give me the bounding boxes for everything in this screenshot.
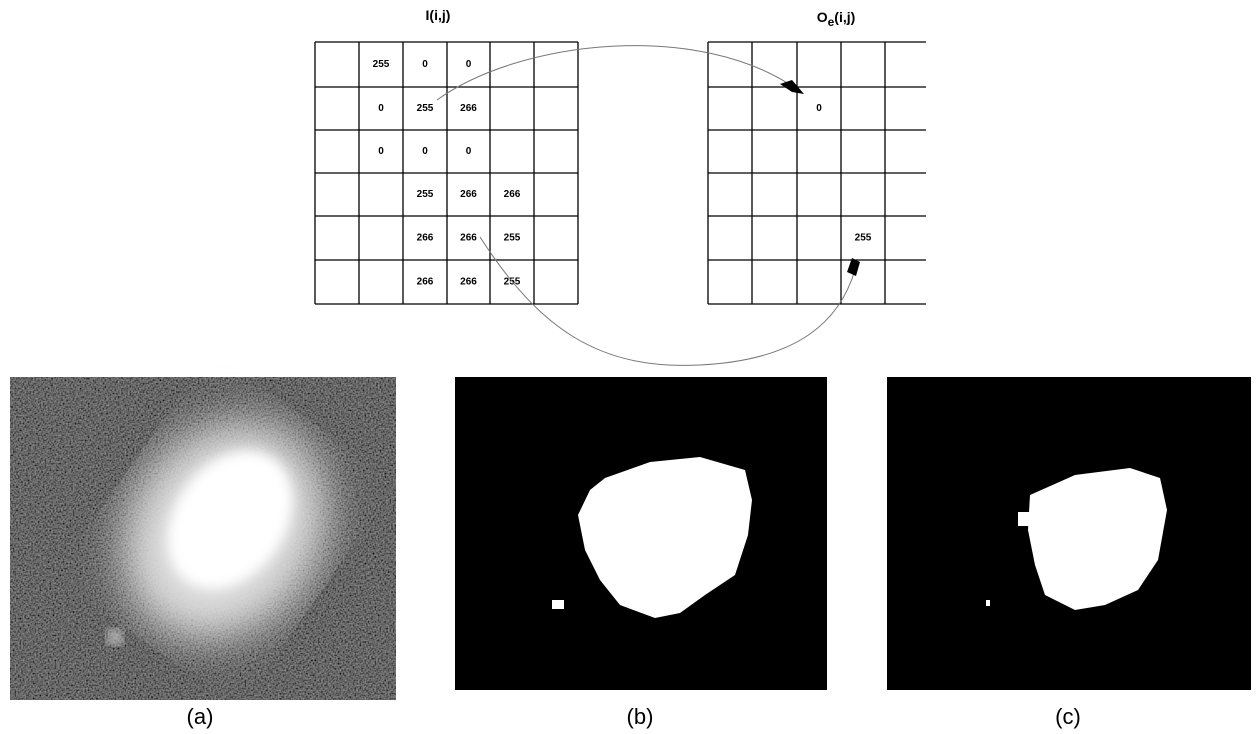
cell-value: 255: [373, 59, 390, 70]
caption: (a): [187, 704, 214, 729]
cell-value: 266: [417, 233, 434, 244]
input-grid-title: I(i,j): [426, 7, 451, 23]
blob-small: [986, 600, 990, 606]
cell-value: 255: [417, 103, 434, 114]
output-grid-title: Oe(i,j): [817, 9, 856, 29]
cell-value: 0: [422, 146, 428, 157]
cell-value: 266: [417, 277, 434, 288]
caption: (c): [1055, 704, 1081, 729]
cell-value: 266: [504, 189, 521, 200]
cell-value: 0: [816, 103, 822, 114]
mapping-arrow: [437, 46, 798, 100]
blob-small: [1018, 512, 1030, 526]
cell-value: 0: [378, 146, 384, 157]
cell-value: 0: [466, 59, 472, 70]
grids: 255 0 0 0 255 266 0 0 0 255 266 266 266 266 255 266 266 2…: [315, 42, 926, 304]
cell-value: 266: [460, 233, 477, 244]
arrowhead: [847, 258, 860, 276]
cell-value: 0: [378, 103, 384, 114]
title-main: O: [817, 9, 828, 25]
title-suffix: (i,j): [834, 9, 855, 25]
cell-value: 266: [460, 103, 477, 114]
mapping-arrow: [480, 237, 855, 365]
caption: (b): [627, 704, 654, 729]
blob-small: [107, 629, 123, 645]
cell-value: 255: [855, 233, 872, 244]
cell-value: 266: [460, 189, 477, 200]
cell-value: 255: [504, 233, 521, 244]
image-b: [455, 377, 827, 690]
figure: I(i,j) Oe(i,j) 2550002552660002552662662…: [0, 0, 1257, 734]
cell-value: 0: [422, 59, 428, 70]
blob-small: [552, 600, 564, 609]
cell-value: 255: [417, 189, 434, 200]
cell-value: 0: [466, 146, 472, 157]
image-a: [10, 377, 396, 700]
cell-value: 266: [460, 277, 477, 288]
image-c: [887, 377, 1251, 690]
